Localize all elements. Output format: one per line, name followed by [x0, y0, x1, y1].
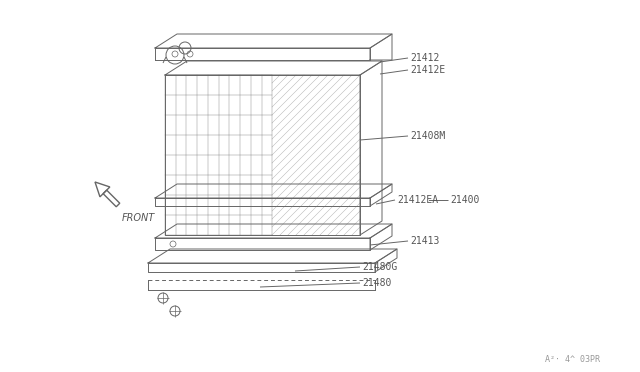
Text: 21408M: 21408M — [410, 131, 445, 141]
Text: 21412EA: 21412EA — [397, 195, 438, 205]
Text: 21412E: 21412E — [410, 65, 445, 75]
Text: FRONT: FRONT — [122, 213, 156, 223]
Text: 21413: 21413 — [410, 236, 440, 246]
Text: 21400: 21400 — [450, 195, 479, 205]
Text: 21412: 21412 — [410, 53, 440, 63]
Text: 21480G: 21480G — [362, 262, 397, 272]
Text: 21480: 21480 — [362, 278, 392, 288]
Text: A²· 4^ 03PR: A²· 4^ 03PR — [545, 356, 600, 365]
